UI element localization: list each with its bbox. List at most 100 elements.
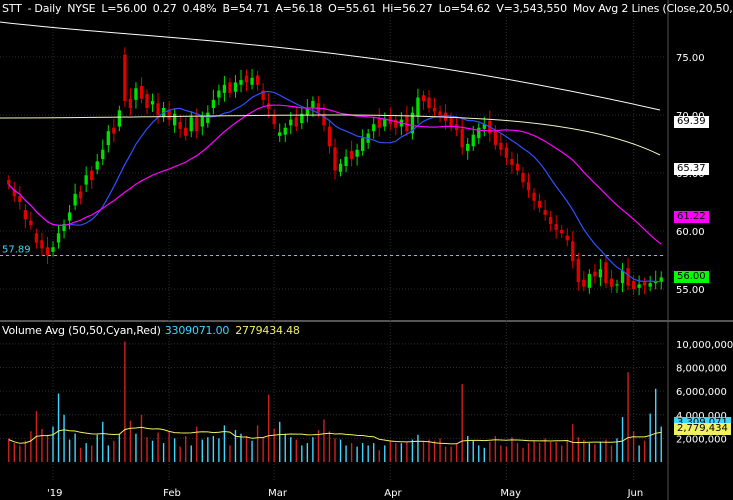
time-axis-label: Apr <box>384 488 402 499</box>
candle-body <box>405 116 409 132</box>
candle-body <box>261 90 265 100</box>
exchange-label: NYSE <box>67 2 96 15</box>
candle-body <box>211 99 216 108</box>
price-tick-label: 60.00 <box>676 227 705 238</box>
candle-body <box>576 258 580 283</box>
candle-body <box>90 170 94 180</box>
study-label: Mov Avg 2 Lines (Close,20,50, ... <box>572 2 733 15</box>
candle-body <box>123 54 127 102</box>
candle-body <box>521 172 525 183</box>
candle-body <box>537 200 542 208</box>
moving-average-lines <box>0 21 662 445</box>
candle-body <box>112 127 116 134</box>
candle-body <box>504 147 509 158</box>
candle-body <box>217 90 221 98</box>
candle-body <box>228 82 232 93</box>
axis-value-tag: 69.39 <box>674 116 709 129</box>
candle-body <box>510 159 514 165</box>
candle-body <box>128 98 133 108</box>
candle-body <box>482 124 486 129</box>
candle-body <box>12 189 16 197</box>
candle-body <box>7 179 11 185</box>
candle-body <box>34 233 39 243</box>
candle-body <box>394 119 398 128</box>
time-axis-label: Jun <box>627 488 644 499</box>
candle-body <box>349 150 354 160</box>
candle-body <box>145 94 149 108</box>
volume-cyan-value: 3309071.00 <box>164 324 230 337</box>
candle-body <box>427 97 431 108</box>
candle-body <box>51 247 55 252</box>
candle-body <box>101 149 105 160</box>
change-percent: 0.48% <box>182 2 217 15</box>
candle-body <box>642 282 647 286</box>
candle-body <box>178 121 182 129</box>
candle-body <box>84 175 88 185</box>
volume-study-label: Volume Avg (50,50,Cyan,Red) <box>2 324 161 337</box>
volume-tick-label: 4,000,000 <box>676 411 727 422</box>
candle-body <box>222 84 227 93</box>
candle-body <box>582 279 586 287</box>
candle-body <box>195 117 199 132</box>
candle-body <box>62 224 66 231</box>
candle-body <box>167 110 171 120</box>
candle-body <box>615 284 619 286</box>
candle-body <box>305 107 310 115</box>
candle-body <box>239 80 243 85</box>
candle-body <box>338 163 343 172</box>
candle-body <box>631 280 636 289</box>
candle-body <box>383 118 387 127</box>
candle-body <box>416 97 420 117</box>
volume-value: V=3,543,550 <box>496 2 567 15</box>
candle-body <box>598 269 603 278</box>
candle-body <box>609 278 614 287</box>
candle-body <box>18 196 22 202</box>
period-label: Daily <box>34 2 62 15</box>
volume-bars <box>8 341 662 462</box>
candle-body <box>532 192 536 201</box>
price-tick-label: 55.00 <box>676 285 705 296</box>
symbol-label: STT <box>2 2 22 15</box>
candle-body <box>56 233 61 243</box>
long-ma-line <box>0 21 661 111</box>
candle-body <box>322 113 326 126</box>
volume-tick-label: 6,000,000 <box>676 387 727 398</box>
axis-value-tag: 61.22 <box>674 210 709 223</box>
candle-body <box>266 103 271 110</box>
axis-value-tag: 56.00 <box>674 271 709 284</box>
candle-body <box>134 88 138 100</box>
reference-line-label: 57.89 <box>2 244 31 255</box>
candle-body <box>432 107 437 112</box>
candle-body <box>360 138 365 151</box>
candle-body <box>184 127 188 136</box>
high-price: Hi=56.27 <box>382 2 433 15</box>
candle-body <box>466 143 470 151</box>
candle-body <box>189 117 193 132</box>
ma50-line <box>8 104 662 245</box>
volume-tick-label: 2,000,000 <box>676 434 727 445</box>
candle-body <box>565 235 569 241</box>
candle-body <box>593 271 597 277</box>
candle-body <box>255 75 260 85</box>
candle-body <box>659 277 663 283</box>
candle-body <box>333 147 337 171</box>
candle-body <box>78 191 83 199</box>
candle-body <box>73 193 77 206</box>
last-price: L=56.00 <box>101 2 147 15</box>
candle-body <box>67 212 72 221</box>
panel-divider <box>0 320 733 322</box>
candle-body <box>45 247 50 256</box>
candle-body <box>272 114 276 125</box>
volume-tick-label: 8,000,000 <box>676 364 727 375</box>
candle-body <box>200 116 204 127</box>
candle-body <box>23 210 28 220</box>
volume-average-line <box>8 426 662 445</box>
candle-body <box>560 229 564 234</box>
candle-body <box>283 127 287 135</box>
candle-body <box>438 111 442 115</box>
candle-body <box>477 127 481 139</box>
candle-body <box>233 82 238 92</box>
candle-body <box>587 273 592 288</box>
change-value: 0.27 <box>152 2 177 15</box>
